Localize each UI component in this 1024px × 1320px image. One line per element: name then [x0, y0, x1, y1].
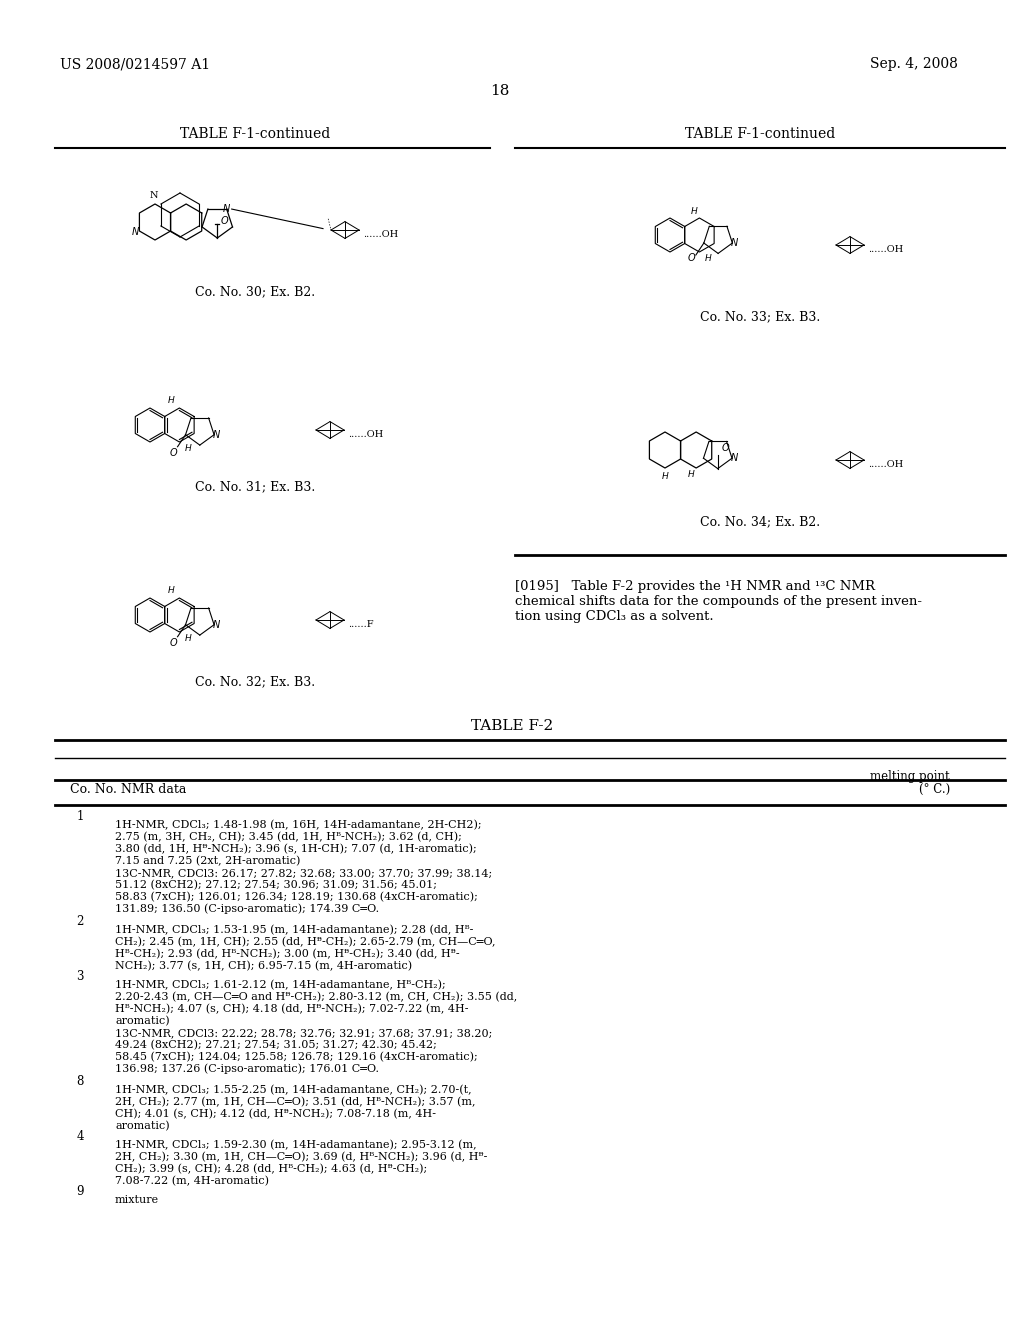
Text: 1: 1 — [77, 810, 84, 822]
Text: O: O — [722, 442, 729, 453]
Text: US 2008/0214597 A1: US 2008/0214597 A1 — [60, 57, 210, 71]
Text: ......OH: ......OH — [868, 244, 903, 253]
Text: 4: 4 — [76, 1130, 84, 1143]
Text: 2: 2 — [77, 915, 84, 928]
Text: Co. No. 30; Ex. B2.: Co. No. 30; Ex. B2. — [195, 285, 315, 298]
Text: Co. No. 31; Ex. B3.: Co. No. 31; Ex. B3. — [195, 480, 315, 492]
Text: 1H-NMR, CDCl₃; 1.59-2.30 (m, 14H-adamantane); 2.95-3.12 (m,
2H, CH₂); 3.30 (m, 1: 1H-NMR, CDCl₃; 1.59-2.30 (m, 14H-adamant… — [115, 1140, 487, 1187]
Text: TABLE F-1-continued: TABLE F-1-continued — [685, 127, 836, 141]
Text: ......OH: ......OH — [348, 430, 383, 438]
Text: N: N — [223, 205, 230, 214]
Text: O: O — [170, 638, 177, 648]
Text: Co. No. 33; Ex. B3.: Co. No. 33; Ex. B3. — [699, 310, 820, 323]
Text: H: H — [184, 634, 191, 643]
Text: 3: 3 — [76, 970, 84, 983]
Text: O: O — [688, 253, 695, 263]
Text: Co. No. NMR data: Co. No. NMR data — [70, 783, 186, 796]
Text: ......OH: ......OH — [364, 230, 398, 239]
Text: (° C.): (° C.) — [919, 783, 950, 796]
Text: O: O — [220, 216, 228, 226]
Text: 18: 18 — [490, 84, 510, 98]
Text: mixture: mixture — [115, 1195, 159, 1205]
Text: N: N — [730, 453, 737, 463]
Text: 1H-NMR, CDCl₃; 1.48-1.98 (m, 16H, 14H-adamantane, 2H-CH2);
2.75 (m, 3H, CH₂, CH): 1H-NMR, CDCl₃; 1.48-1.98 (m, 16H, 14H-ad… — [115, 820, 493, 915]
Text: [0195]   Table F-2 provides the ¹H NMR and ¹³C NMR
chemical shifts data for the : [0195] Table F-2 provides the ¹H NMR and… — [515, 579, 922, 623]
Text: melting point: melting point — [870, 770, 950, 783]
Text: H: H — [691, 207, 697, 216]
Text: 1H-NMR, CDCl₃; 1.61-2.12 (m, 14H-adamantane, Hᴮ-CH₂);
2.20-2.43 (m, CH—C═O and H: 1H-NMR, CDCl₃; 1.61-2.12 (m, 14H-adamant… — [115, 979, 517, 1074]
Text: H: H — [184, 444, 191, 453]
Text: H: H — [168, 586, 174, 595]
Text: N: N — [150, 191, 159, 201]
Text: H: H — [168, 396, 174, 405]
Text: TABLE F-2: TABLE F-2 — [471, 719, 553, 733]
Text: TABLE F-1-continued: TABLE F-1-continued — [180, 127, 330, 141]
Text: N: N — [212, 430, 220, 440]
Text: H: H — [662, 473, 669, 480]
Text: 1H-NMR, CDCl₃; 1.53-1.95 (m, 14H-adamantane); 2.28 (dd, Hᴮ-
CH₂); 2.45 (m, 1H, C: 1H-NMR, CDCl₃; 1.53-1.95 (m, 14H-adamant… — [115, 925, 496, 972]
Text: 1H-NMR, CDCl₃; 1.55-2.25 (m, 14H-adamantane, CH₂); 2.70-(t,
2H, CH₂); 2.77 (m, 1: 1H-NMR, CDCl₃; 1.55-2.25 (m, 14H-adamant… — [115, 1085, 475, 1131]
Text: N: N — [731, 238, 738, 248]
Text: O: O — [170, 447, 177, 458]
Text: ......OH: ......OH — [868, 459, 903, 469]
Text: H: H — [687, 470, 694, 479]
Text: 8: 8 — [77, 1074, 84, 1088]
Text: Co. No. 34; Ex. B2.: Co. No. 34; Ex. B2. — [700, 515, 820, 528]
Text: Co. No. 32; Ex. B3.: Co. No. 32; Ex. B3. — [195, 675, 315, 688]
Text: 9: 9 — [76, 1185, 84, 1199]
Text: ......F: ......F — [348, 619, 374, 628]
Text: N: N — [132, 227, 139, 238]
Text: Sep. 4, 2008: Sep. 4, 2008 — [870, 57, 957, 71]
Text: N: N — [212, 619, 220, 630]
Text: H: H — [705, 253, 712, 263]
